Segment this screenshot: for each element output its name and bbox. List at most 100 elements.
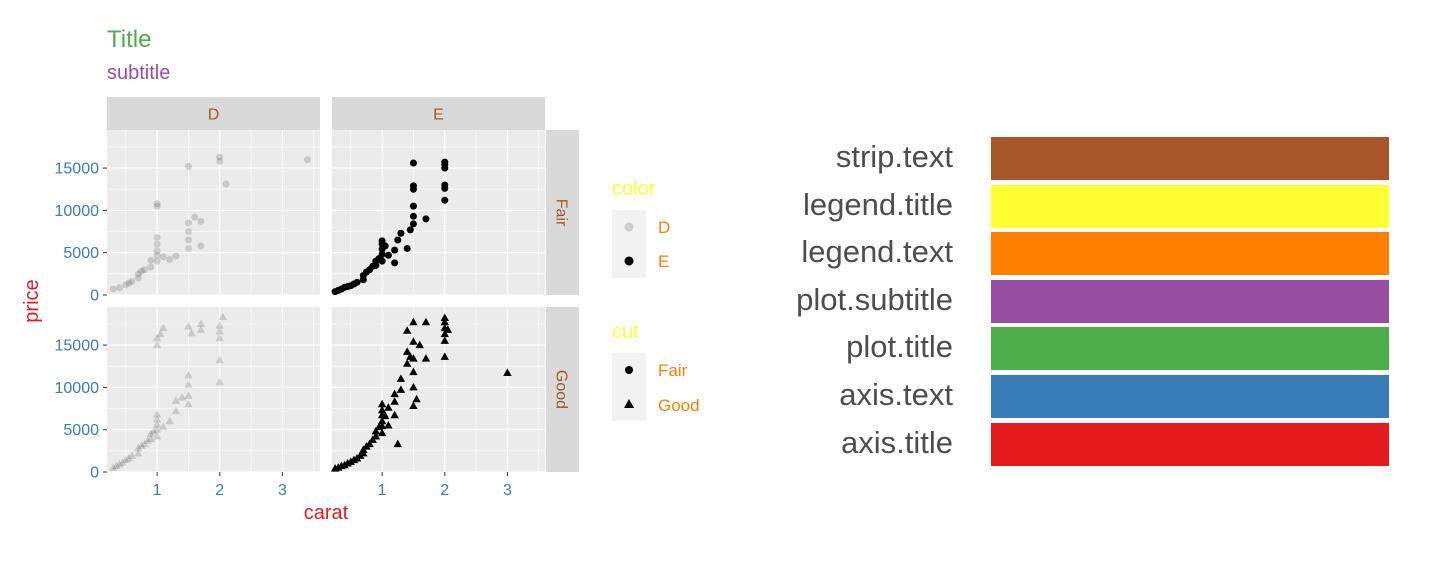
data-point (378, 257, 386, 265)
data-point (421, 317, 431, 326)
data-point (390, 397, 399, 405)
data-point (153, 202, 161, 210)
data-point (147, 263, 155, 271)
data-point (377, 428, 387, 437)
data-point (409, 220, 417, 228)
series-D-Good (109, 312, 228, 471)
data-point (421, 354, 431, 362)
data-point (402, 347, 412, 355)
panel-background (107, 130, 320, 295)
data-point (152, 340, 162, 349)
y-axis-title: price (21, 279, 43, 322)
data-point (184, 219, 192, 227)
x-tick-label: 3 (503, 482, 512, 499)
data-point (396, 385, 406, 393)
data-point (152, 333, 162, 342)
legend-circle-icon (625, 366, 633, 374)
data-point (184, 244, 192, 252)
data-point (377, 405, 387, 414)
data-point (422, 215, 430, 223)
data-point (153, 247, 161, 255)
y-tick-label: 10000 (55, 380, 100, 397)
data-point (172, 252, 180, 260)
data-point (409, 354, 418, 362)
data-point (409, 337, 418, 345)
data-point (197, 242, 205, 250)
data-point (409, 159, 417, 167)
swatch-label: plot.title (846, 329, 953, 365)
color-swatch (991, 327, 1389, 371)
data-point (184, 321, 193, 330)
data-point (115, 459, 124, 468)
data-point (441, 158, 449, 166)
data-point (134, 274, 142, 282)
data-point (153, 240, 161, 248)
series-E-Fair (331, 158, 449, 296)
data-point (184, 380, 193, 388)
data-point (384, 420, 393, 429)
swatch-label: axis.text (839, 377, 953, 412)
data-point (109, 285, 117, 293)
legend-label-good: Good (658, 396, 700, 415)
strip-E (332, 97, 545, 130)
strip-Fair (546, 130, 579, 295)
data-point (441, 181, 449, 189)
strip-label-Fair: Fair (553, 199, 570, 227)
legend-title-color: color (612, 178, 656, 200)
data-point (218, 312, 228, 321)
data-point (216, 157, 224, 165)
data-point (184, 391, 193, 399)
data-point (109, 463, 118, 471)
legend-key-fair (612, 353, 646, 387)
legend-key-d (612, 210, 646, 244)
x-tick-label: 3 (278, 482, 287, 499)
data-point (152, 425, 162, 433)
data-point (152, 431, 162, 440)
data-point (440, 313, 449, 321)
data-point (184, 371, 193, 379)
color-swatch (991, 184, 1389, 228)
data-point (141, 266, 149, 274)
legend-point-e-icon (624, 256, 634, 266)
data-point (152, 420, 162, 428)
data-point (384, 251, 392, 259)
strip-Good (546, 307, 579, 472)
data-point (412, 394, 421, 403)
color-swatch (991, 232, 1389, 276)
data-point (409, 202, 417, 210)
data-point (396, 374, 406, 382)
data-point (391, 259, 399, 267)
swatch-label: strip.text (835, 139, 953, 174)
data-point (215, 327, 224, 335)
data-point (184, 399, 193, 408)
data-point (409, 212, 417, 220)
data-point (121, 455, 130, 464)
strip-label-Good: Good (553, 370, 570, 409)
data-point (409, 182, 417, 190)
legend-label-fair: Fair (658, 361, 688, 380)
data-point (406, 226, 414, 234)
legend-key-e (612, 244, 646, 278)
data-point (124, 453, 134, 462)
data-point (393, 439, 402, 448)
data-point (215, 321, 224, 329)
data-point (402, 326, 412, 334)
y-tick-label: 0 (90, 465, 99, 482)
data-point (377, 399, 387, 408)
data-point (171, 396, 181, 404)
data-point (216, 153, 224, 161)
data-point (127, 451, 137, 459)
data-point (177, 393, 187, 401)
data-point (215, 333, 224, 342)
data-point (371, 431, 381, 440)
data-point (152, 415, 162, 423)
color-swatch (991, 375, 1389, 418)
data-point (440, 317, 449, 326)
data-point (353, 278, 361, 286)
data-point (394, 236, 402, 244)
data-point (147, 256, 155, 264)
data-point (440, 336, 449, 344)
data-point (165, 416, 174, 425)
data-point (156, 329, 165, 338)
legend-point-d-icon (624, 222, 634, 232)
